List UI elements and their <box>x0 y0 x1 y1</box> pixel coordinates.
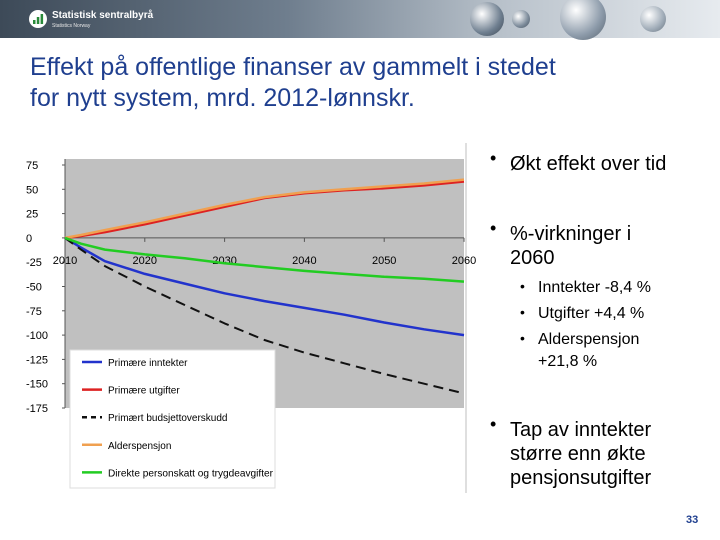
bullet-2-line-2: 2060 <box>510 247 555 269</box>
y-tick-label: -125 <box>26 354 48 366</box>
ssb-logo-icon <box>29 10 47 28</box>
y-tick-label: -50 <box>26 282 42 294</box>
decor-orb-icon <box>640 6 666 32</box>
sub-bullet-2: Utgifter +4,4 % <box>538 305 645 322</box>
bullet-1: Økt effekt over tid <box>510 153 667 175</box>
page-number: 33 <box>686 514 699 526</box>
sub-bullet-dot-icon: • <box>520 304 525 320</box>
series-line <box>64 236 465 337</box>
sub-bullet-3-line-1: Alderspensjon <box>538 331 640 348</box>
header-banner: Statistisk sentralbyrå Statistics Norway <box>0 0 720 40</box>
logo-text: Statistisk sentralbyrå <box>52 10 154 21</box>
legend-label: Primære inntekter <box>108 358 188 369</box>
legend-label: Primære utgifter <box>108 386 180 397</box>
series-line <box>64 178 465 240</box>
y-tick-label: 0 <box>26 233 32 245</box>
sub-bullet-1: Inntekter -8,4 % <box>538 279 651 296</box>
legend-box <box>69 349 276 489</box>
decor-orb-icon <box>470 2 504 36</box>
decor-orb-icon <box>512 10 530 28</box>
y-tick-label: 75 <box>26 160 38 172</box>
x-tick-label: 2020 <box>133 255 157 267</box>
y-tick-label: -25 <box>26 257 42 269</box>
series-line <box>64 236 465 283</box>
x-tick-label: 2050 <box>372 255 396 267</box>
x-tick-label: 2010 <box>53 255 77 267</box>
y-tick-label: -100 <box>26 330 48 342</box>
title-line-1: Effekt på offentlige finanser av gammelt… <box>30 53 556 81</box>
logo-subtitle: Statistics Norway <box>52 23 91 29</box>
bullet-dot-icon: • <box>490 414 497 434</box>
legend-label: Primært budsjettoverskudd <box>108 413 228 424</box>
bullet-2-line-1: %-virkninger i <box>510 223 632 245</box>
y-tick-label: 50 <box>26 184 38 196</box>
bullet-dot-icon: • <box>490 148 497 168</box>
legend-label: Direkte personskatt og trygdeavgifter <box>108 468 274 479</box>
sub-bullet-3-line-2: +21,8 % <box>538 353 598 370</box>
legend-label: Alderspensjon <box>108 441 171 452</box>
series-line <box>64 180 465 240</box>
sub-bullet-dot-icon: • <box>520 330 525 346</box>
line-chart: 75 50 25 0 -25 -50 -75 -100 -125 -150 -175 2010 2020… <box>22 143 477 493</box>
y-tick-label: 25 <box>26 209 38 221</box>
series-line <box>64 237 465 395</box>
x-tick-label: 2040 <box>292 255 316 267</box>
y-tick-label: -175 <box>26 403 48 415</box>
bullet-3-line-1: Tap av inntekter <box>510 419 652 441</box>
x-tick-label: 2060 <box>452 255 476 267</box>
page-title: Effekt på offentlige finanser av gammelt… <box>30 52 710 114</box>
bullet-dot-icon: • <box>490 218 497 238</box>
sub-bullet-dot-icon: • <box>520 278 525 294</box>
decor-orb-icon <box>560 0 606 40</box>
bullet-3-line-2: større enn økte <box>510 443 646 465</box>
bullet-3-line-3: pensjonsutgifter <box>510 467 652 489</box>
y-tick-label: -75 <box>26 306 42 318</box>
title-line-2: for nytt system, mrd. 2012-lønnskr. <box>30 84 415 112</box>
y-tick-label: -150 <box>26 379 48 391</box>
